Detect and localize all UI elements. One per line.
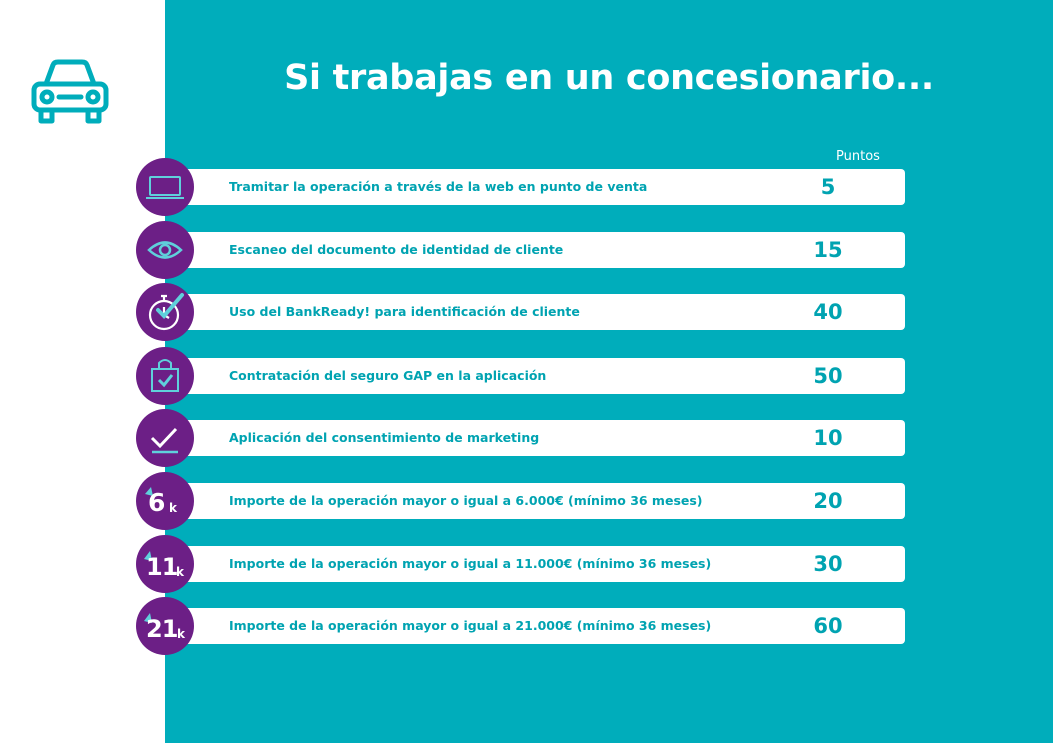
badge-number: 6 — [148, 488, 165, 517]
row-points: 20 — [813, 489, 843, 513]
row-label: Escaneo del documento de identidad de cl… — [229, 242, 564, 257]
row-points: 5 — [820, 175, 836, 199]
row-label: Importe de la operación mayor o igual a … — [229, 618, 712, 633]
points-column-header: Puntos — [836, 149, 880, 164]
11k-badge: 11 k — [136, 535, 194, 593]
row-points: 40 — [813, 300, 843, 324]
6k-badge: 6 k — [136, 472, 194, 530]
laptop-badge — [136, 158, 194, 216]
row-label: Importe de la operación mayor o igual a … — [229, 493, 703, 508]
row-label: Contratación del seguro GAP en la aplica… — [229, 368, 547, 383]
list-item: Tramitar la operación a través de la web… — [178, 169, 905, 205]
row-label: Tramitar la operación a través de la web… — [229, 179, 648, 194]
row-label: Uso del BankReady! para identificación d… — [229, 304, 580, 319]
list-item: Importe de la operación mayor o igual a … — [178, 608, 905, 644]
21k-icon: 21 k — [144, 613, 186, 643]
badge-unit: k — [176, 565, 185, 579]
laptop-icon — [146, 176, 184, 199]
badge-unit: k — [177, 627, 186, 641]
list-item: Aplicación del consentimiento de marketi… — [178, 420, 905, 456]
6k-icon: 6 k — [145, 487, 178, 517]
eye-icon — [147, 241, 183, 259]
page-title: Si trabajas en un concesionario... — [284, 58, 934, 98]
eye-badge — [136, 221, 194, 279]
list-item: Contratación del seguro GAP en la aplica… — [178, 358, 905, 394]
car-icon — [31, 59, 109, 124]
row-points: 30 — [813, 552, 843, 576]
badge-number: 21 — [146, 615, 178, 643]
list-item: Importe de la operación mayor o igual a … — [178, 546, 905, 582]
list-item: Uso del BankReady! para identificación d… — [178, 294, 905, 330]
checkmark-icon — [150, 427, 178, 454]
stopwatch-check-icon — [148, 293, 184, 331]
badge-unit: k — [169, 501, 178, 515]
row-points: 10 — [813, 426, 843, 450]
11k-icon: 11 k — [144, 551, 185, 581]
row-points: 15 — [813, 238, 843, 262]
bag-badge — [136, 347, 194, 405]
21k-badge: 21 k — [136, 597, 194, 655]
row-label: Importe de la operación mayor o igual a … — [229, 556, 712, 571]
shopping-bag-check-icon — [151, 359, 179, 392]
row-points: 60 — [813, 614, 843, 638]
row-points: 50 — [813, 364, 843, 388]
list-item: Importe de la operación mayor o igual a … — [178, 483, 905, 519]
row-label: Aplicación del consentimiento de marketi… — [229, 430, 540, 445]
list-item: Escaneo del documento de identidad de cl… — [178, 232, 905, 268]
checkmark-badge — [136, 409, 194, 467]
stopwatch-badge — [136, 283, 194, 341]
badge-number: 11 — [146, 553, 178, 581]
